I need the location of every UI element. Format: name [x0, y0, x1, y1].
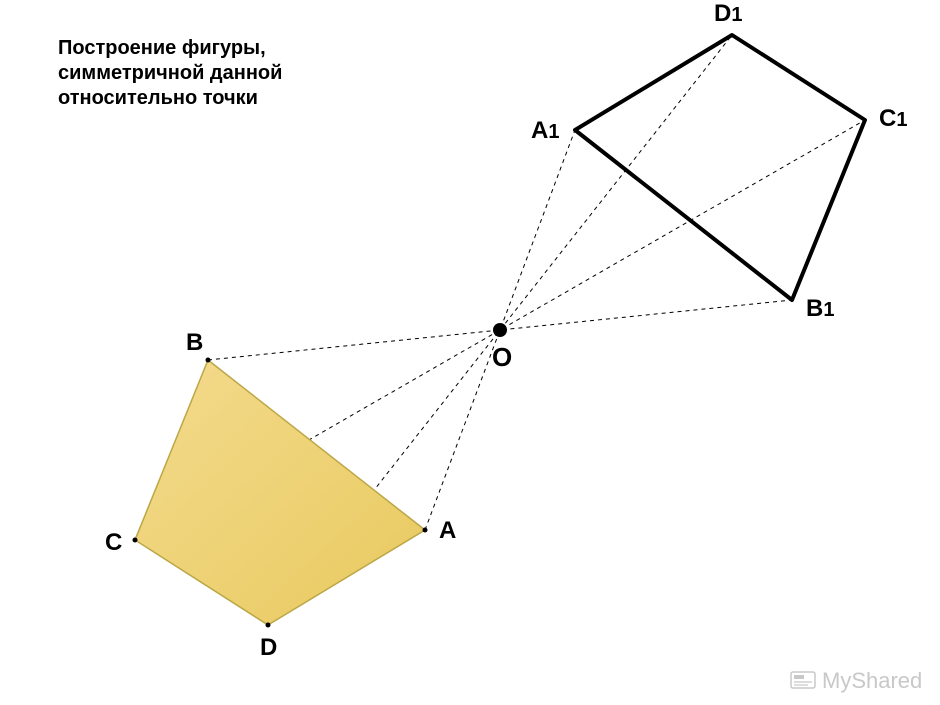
symmetry-diagram: A B C D A1 B1 C1 D1 O	[0, 0, 940, 705]
svg-text:C1: C1	[879, 105, 907, 132]
watermark-text: MyShared	[822, 668, 922, 693]
watermark-icon	[790, 669, 816, 695]
svg-text:A: A	[439, 517, 456, 544]
svg-text:D: D	[260, 634, 277, 661]
svg-text:A1: A1	[531, 117, 559, 144]
original-quadrilateral	[135, 360, 425, 625]
center-point	[493, 323, 507, 337]
svg-text:C: C	[105, 529, 122, 556]
reflected-quadrilateral	[575, 35, 865, 300]
watermark: MyShared	[790, 668, 922, 695]
svg-text:B1: B1	[806, 295, 834, 322]
svg-text:B: B	[186, 329, 203, 356]
svg-text:O: O	[492, 342, 512, 372]
svg-text:D1: D1	[714, 0, 742, 27]
